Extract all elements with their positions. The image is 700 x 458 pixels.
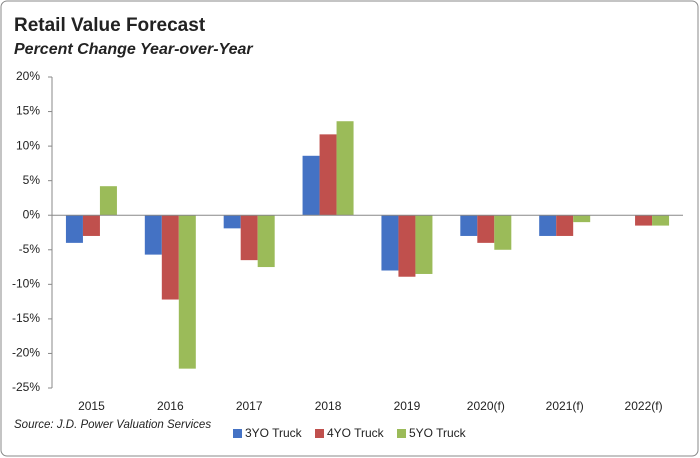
bar — [494, 215, 512, 250]
y-tick-label: -15% — [12, 311, 40, 325]
bar — [573, 215, 591, 223]
bar — [65, 215, 83, 243]
source-note: Source: J.D. Power Valuation Services — [14, 419, 211, 431]
bar — [82, 215, 100, 236]
legend-swatch — [397, 429, 406, 438]
legend-label: 4YO Truck — [327, 426, 385, 440]
bar — [161, 215, 179, 300]
bar — [178, 215, 196, 369]
bar — [223, 215, 241, 229]
bar — [477, 215, 495, 243]
y-tick-label: -5% — [19, 242, 41, 256]
chart-title: Retail Value Forecast — [14, 15, 206, 36]
y-tick-label: 20% — [16, 69, 40, 83]
bar — [240, 215, 258, 261]
bar — [319, 134, 337, 216]
chart-subtitle: Percent Change Year-over-Year — [14, 41, 253, 58]
bar — [144, 215, 162, 255]
y-tick-label: 5% — [23, 173, 41, 187]
bar — [652, 215, 670, 226]
x-tick-label: 2016 — [157, 399, 184, 413]
y-tick-label: -20% — [12, 346, 40, 360]
bar — [99, 186, 117, 216]
bar — [460, 215, 478, 236]
y-tick-label: 0% — [23, 207, 41, 221]
x-tick-label: 2021(f) — [546, 399, 584, 413]
bar — [336, 121, 354, 216]
legend-label: 5YO Truck — [409, 426, 467, 440]
y-tick-label: 10% — [16, 138, 40, 152]
bar — [415, 215, 433, 274]
x-tick-label: 2018 — [315, 399, 342, 413]
x-tick-label: 2017 — [236, 399, 263, 413]
x-tick-label: 2019 — [394, 399, 421, 413]
bar — [302, 155, 320, 216]
legend-swatch — [315, 429, 324, 438]
y-tick-label: 15% — [16, 104, 40, 118]
bar — [556, 215, 574, 236]
x-tick-label: 2015 — [78, 399, 105, 413]
bar — [257, 215, 275, 268]
bar — [381, 215, 399, 271]
x-tick-label: 2020(f) — [467, 399, 505, 413]
bar — [398, 215, 416, 277]
legend-swatch — [233, 429, 242, 438]
bar — [635, 215, 653, 226]
bar — [539, 215, 557, 236]
y-tick-label: -10% — [12, 277, 40, 291]
y-tick-label: -25% — [12, 380, 40, 394]
legend-label: 3YO Truck — [245, 426, 303, 440]
x-tick-label: 2022(f) — [625, 399, 663, 413]
